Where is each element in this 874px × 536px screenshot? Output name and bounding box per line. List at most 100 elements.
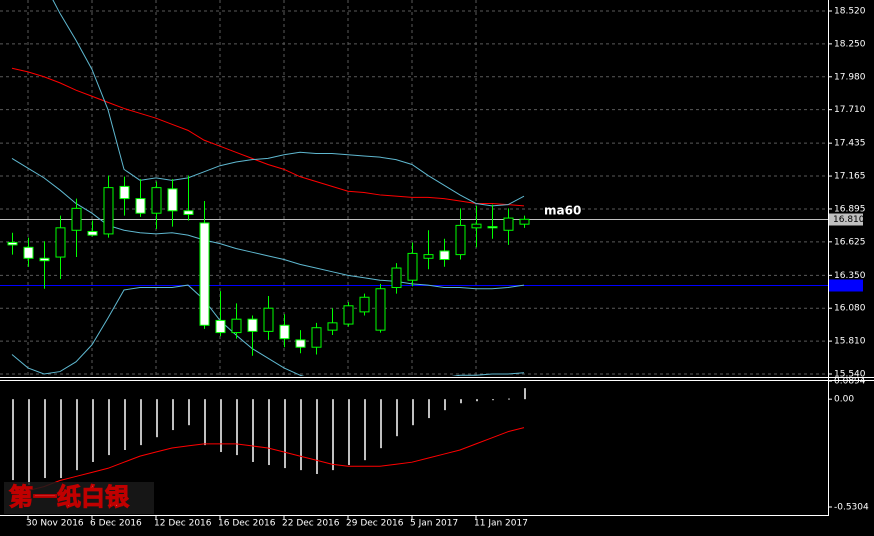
histogram-bar	[412, 399, 414, 426]
y-tick-label: 15.540	[834, 370, 866, 380]
y-tick-label: 16.895	[834, 204, 866, 214]
candle-body	[231, 318, 242, 334]
candle-body	[503, 217, 514, 231]
candle-body	[295, 339, 306, 348]
histogram-bar	[156, 399, 158, 438]
candle-body	[327, 322, 338, 331]
histogram-bar	[60, 399, 62, 479]
macd-plot	[11, 388, 526, 498]
histogram-bar	[220, 399, 222, 453]
histogram-bar	[492, 399, 494, 401]
histogram-bar	[28, 399, 30, 485]
price-label-box	[829, 279, 863, 292]
main-plot: ma60	[0, 0, 828, 376]
candle-body	[103, 187, 114, 235]
x-tick-label: 29 Dec 2016	[346, 519, 404, 529]
histogram-bar	[396, 399, 398, 437]
x-tick-label: 11 Jan 2017	[474, 519, 528, 529]
histogram-bar	[204, 399, 206, 446]
candle-body	[391, 267, 402, 289]
histogram-bar	[188, 399, 190, 426]
candle-body	[119, 185, 130, 200]
histogram-bar	[348, 399, 350, 466]
x-tick-label: 30 Nov 2016	[26, 519, 84, 529]
histogram-bar	[364, 399, 366, 461]
candle-body	[343, 305, 354, 325]
watermark-box	[4, 482, 154, 514]
histogram-bar	[12, 399, 14, 481]
candle-body	[519, 218, 530, 225]
candle-body	[23, 246, 34, 259]
histogram-bar	[252, 399, 254, 462]
candle-body	[215, 319, 226, 334]
x-tick-label: 5 Jan 2017	[410, 519, 458, 529]
histogram-bar	[508, 398, 510, 400]
y-tick-label: 17.165	[834, 172, 866, 182]
candle-body	[279, 324, 290, 340]
histogram-bar	[236, 399, 238, 456]
histogram-bar	[44, 399, 46, 479]
watermark: 第一纸白银	[9, 483, 130, 511]
y-tick-label: 17.710	[834, 105, 866, 115]
histogram-bar	[124, 399, 126, 450]
histogram-bar	[332, 399, 334, 471]
candle-body	[55, 227, 66, 258]
y-tick-label: 16.625	[834, 237, 866, 247]
y-tick-label: 17.435	[834, 139, 866, 149]
candle-body	[263, 307, 274, 332]
candle-body	[199, 222, 210, 326]
candle-body	[423, 254, 434, 259]
candle-body	[151, 187, 162, 214]
candle-body	[7, 241, 18, 246]
histogram-bar	[172, 399, 174, 431]
histogram-bar	[444, 399, 446, 411]
candle-body	[167, 188, 178, 212]
histogram-bar	[316, 399, 318, 474]
x-tick-label: 16 Dec 2016	[218, 519, 276, 529]
price-label: 16.810	[833, 215, 865, 225]
candle-body	[311, 327, 322, 348]
indicator-line	[11, 67, 525, 207]
y-tick-label: 0.0894	[834, 377, 866, 387]
candle-body	[87, 230, 98, 236]
y-tick-label: 18.520	[834, 7, 866, 17]
candle-body	[71, 207, 82, 231]
candle-body	[471, 223, 482, 229]
indicator-line	[11, 157, 525, 290]
y-tick-label: 16.350	[834, 271, 866, 281]
candle-body	[39, 257, 50, 262]
price-label-box	[829, 213, 863, 226]
x-tick-label: 22 Dec 2016	[282, 519, 340, 529]
indicator-line	[11, 284, 525, 376]
histogram-bar	[300, 399, 302, 471]
y-tick-label: 0.00	[834, 395, 854, 405]
histogram-bar	[92, 399, 94, 462]
candle-body	[407, 252, 418, 281]
candle-body	[455, 224, 466, 256]
y-tick-label: 18.250	[834, 39, 866, 49]
x-tick-label: 6 Dec 2016	[90, 519, 142, 529]
series-label: ma60	[544, 203, 581, 217]
histogram-bar	[284, 399, 286, 469]
candle-body	[183, 210, 194, 215]
histogram-bar	[460, 399, 462, 404]
candle-body	[439, 250, 450, 260]
histogram-bar	[140, 399, 142, 446]
x-tick-label: 12 Dec 2016	[154, 519, 212, 529]
histogram-bar	[524, 388, 526, 400]
candle-body	[359, 296, 370, 313]
histogram-bar	[380, 399, 382, 449]
y-tick-label: 17.980	[834, 72, 866, 82]
histogram-bar	[108, 399, 110, 456]
indicator-line	[52, 0, 525, 207]
histogram-bar	[76, 399, 78, 471]
candle-body	[487, 226, 498, 229]
histogram-bar	[428, 399, 430, 419]
histogram-bar	[476, 399, 478, 402]
y-tick-label: -0.5304	[834, 503, 869, 513]
signal-line	[11, 427, 525, 498]
